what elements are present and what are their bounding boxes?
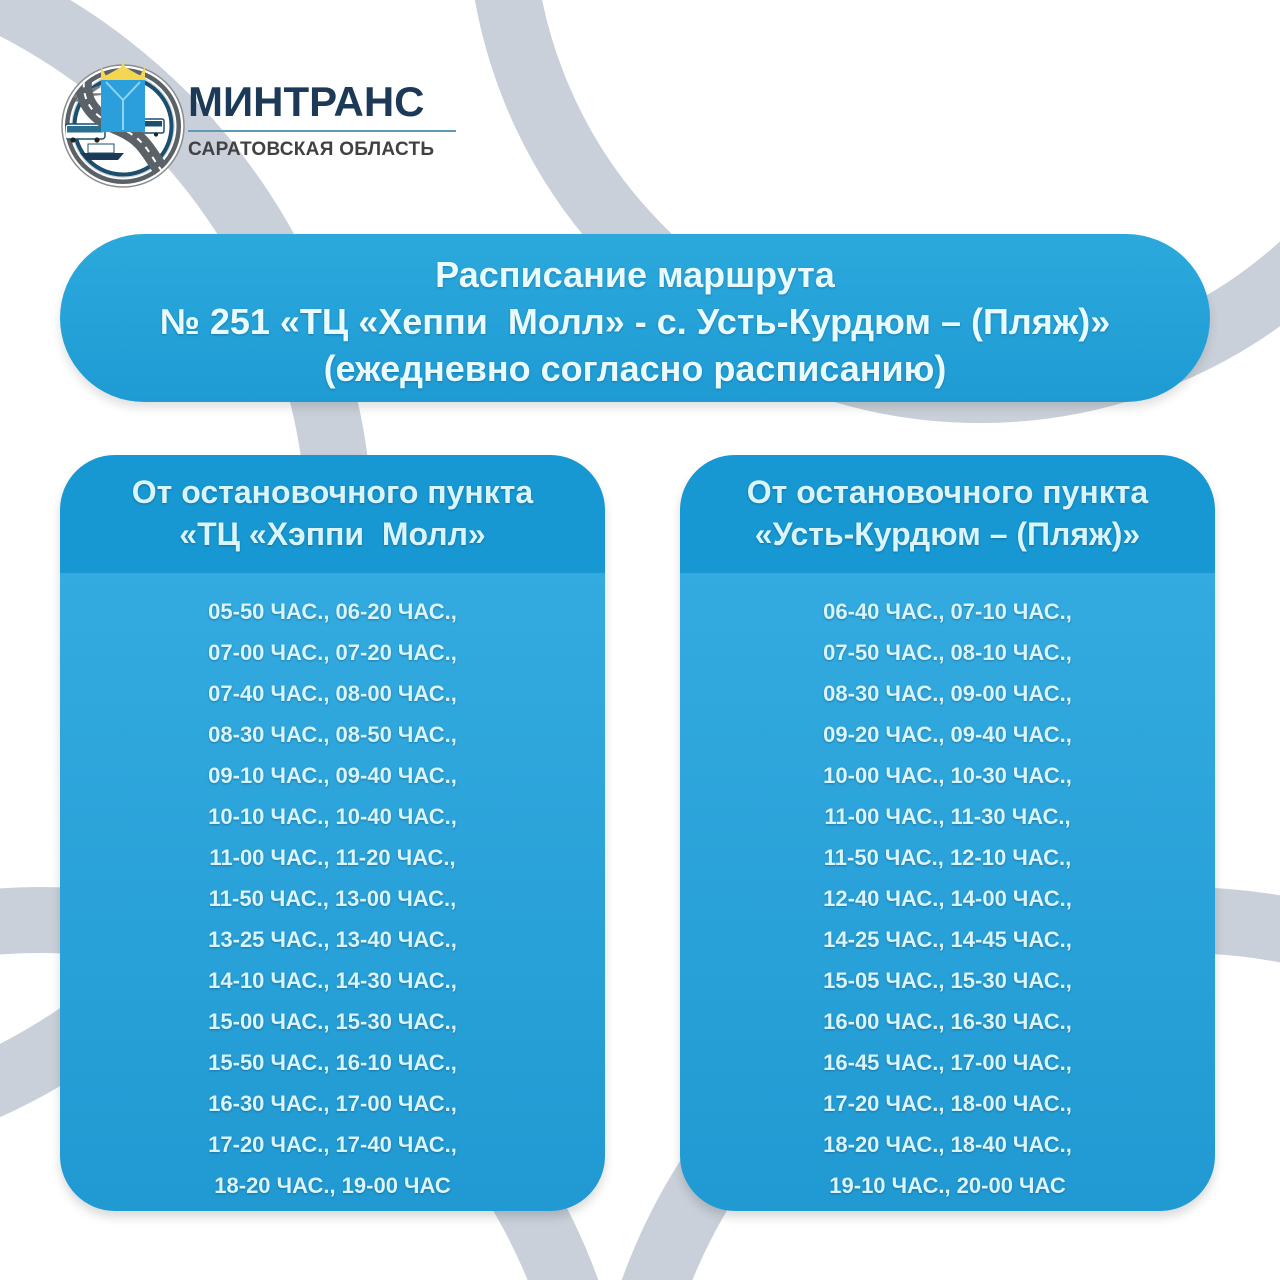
svg-text:МИНТРАНС: МИНТРАНС [188,78,424,125]
svg-text:САРАТОВСКАЯ ОБЛАСТЬ: САРАТОВСКАЯ ОБЛАСТЬ [188,139,434,160]
